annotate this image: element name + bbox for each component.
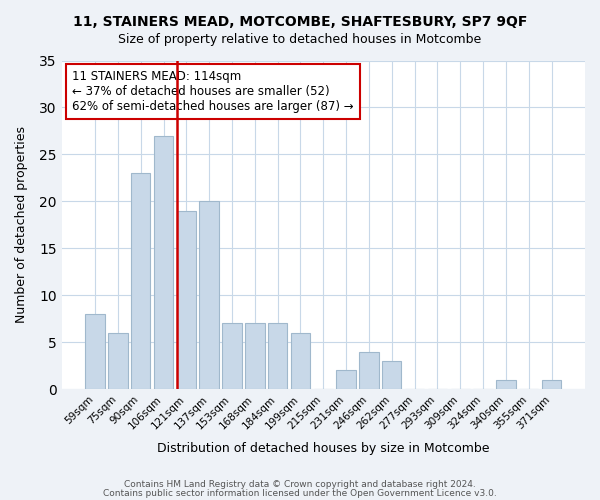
Bar bbox=[337, 370, 356, 389]
Y-axis label: Number of detached properties: Number of detached properties bbox=[15, 126, 28, 324]
Text: Size of property relative to detached houses in Motcombe: Size of property relative to detached ho… bbox=[118, 32, 482, 46]
Bar bbox=[154, 136, 173, 389]
Bar bbox=[176, 210, 196, 389]
Bar bbox=[382, 361, 401, 389]
X-axis label: Distribution of detached houses by size in Motcombe: Distribution of detached houses by size … bbox=[157, 442, 490, 455]
Text: 11, STAINERS MEAD, MOTCOMBE, SHAFTESBURY, SP7 9QF: 11, STAINERS MEAD, MOTCOMBE, SHAFTESBURY… bbox=[73, 15, 527, 29]
Bar bbox=[223, 324, 242, 389]
Text: Contains HM Land Registry data © Crown copyright and database right 2024.: Contains HM Land Registry data © Crown c… bbox=[124, 480, 476, 489]
Bar bbox=[359, 352, 379, 389]
Bar bbox=[131, 173, 151, 389]
Bar bbox=[199, 202, 219, 389]
Bar bbox=[245, 324, 265, 389]
Text: 11 STAINERS MEAD: 114sqm
← 37% of detached houses are smaller (52)
62% of semi-d: 11 STAINERS MEAD: 114sqm ← 37% of detach… bbox=[72, 70, 353, 114]
Bar bbox=[268, 324, 287, 389]
Bar bbox=[542, 380, 561, 389]
Bar bbox=[85, 314, 105, 389]
Bar bbox=[496, 380, 515, 389]
Bar bbox=[108, 333, 128, 389]
Bar bbox=[291, 333, 310, 389]
Text: Contains public sector information licensed under the Open Government Licence v3: Contains public sector information licen… bbox=[103, 489, 497, 498]
